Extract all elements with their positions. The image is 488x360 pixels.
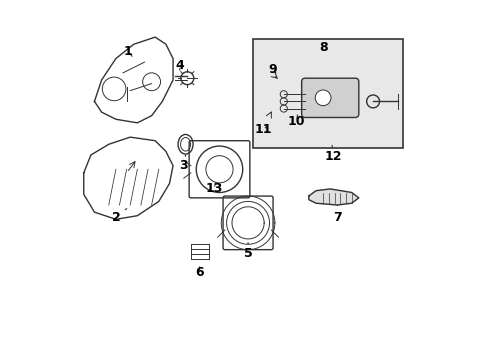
Text: 6: 6 (195, 266, 203, 279)
Text: 3: 3 (179, 155, 188, 172)
Text: 1: 1 (124, 45, 133, 58)
FancyBboxPatch shape (301, 78, 358, 117)
Text: 8: 8 (318, 41, 327, 54)
Text: 7: 7 (332, 205, 341, 224)
Text: 5: 5 (243, 243, 252, 260)
Text: 2: 2 (111, 208, 126, 224)
Text: 9: 9 (268, 63, 277, 76)
Text: 12: 12 (325, 145, 342, 163)
Text: 11: 11 (254, 123, 272, 136)
Bar (253, 39, 403, 148)
Text: 4: 4 (175, 59, 183, 72)
Polygon shape (308, 189, 358, 205)
Text: 10: 10 (287, 114, 305, 127)
Circle shape (315, 90, 330, 106)
Text: 13: 13 (205, 183, 223, 195)
